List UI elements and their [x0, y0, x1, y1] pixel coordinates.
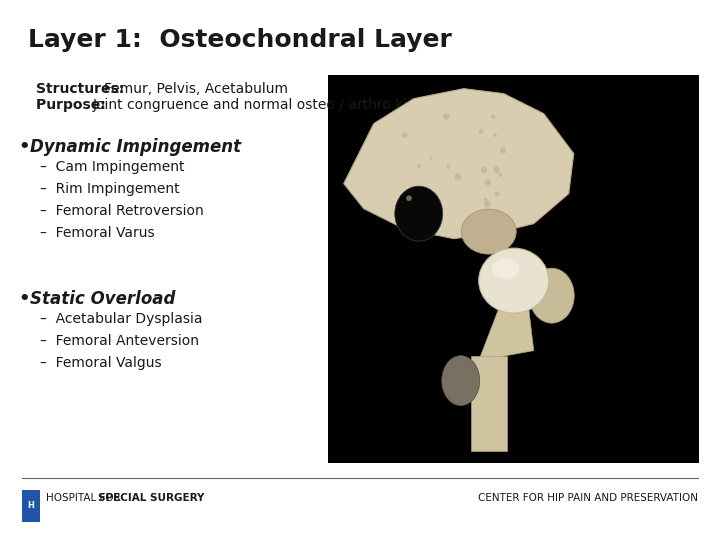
- Circle shape: [491, 114, 495, 119]
- Text: Joint congruence and normal osteo / arthro kinematics: Joint congruence and normal osteo / arth…: [93, 98, 472, 112]
- Circle shape: [418, 164, 421, 168]
- Ellipse shape: [529, 268, 575, 323]
- Ellipse shape: [479, 248, 549, 313]
- Text: SPECIAL SURGERY: SPECIAL SURGERY: [98, 493, 204, 503]
- Text: –  Femoral Retroversion: – Femoral Retroversion: [40, 204, 204, 218]
- Text: –  Femoral Anteversion: – Femoral Anteversion: [40, 334, 199, 348]
- Text: –  Femoral Varus: – Femoral Varus: [40, 226, 155, 240]
- Bar: [22, 490, 40, 522]
- Circle shape: [484, 198, 487, 201]
- Bar: [328, 75, 699, 463]
- Text: –  Acetabular Dysplasia: – Acetabular Dysplasia: [40, 312, 202, 326]
- Text: Dynamic Impingement: Dynamic Impingement: [30, 138, 241, 156]
- Polygon shape: [343, 89, 574, 239]
- Text: HOSPITAL FOR: HOSPITAL FOR: [46, 493, 124, 503]
- Circle shape: [406, 195, 412, 201]
- Circle shape: [485, 179, 491, 186]
- Circle shape: [493, 166, 500, 173]
- Text: Structures:: Structures:: [36, 82, 134, 96]
- Circle shape: [402, 132, 408, 138]
- Circle shape: [446, 165, 450, 168]
- Text: –  Cam Impingement: – Cam Impingement: [40, 160, 184, 174]
- Circle shape: [481, 167, 487, 173]
- Circle shape: [479, 129, 483, 134]
- Ellipse shape: [492, 259, 520, 279]
- Text: CENTER FOR HIP PAIN AND PRESERVATION: CENTER FOR HIP PAIN AND PRESERVATION: [478, 493, 698, 503]
- Circle shape: [498, 173, 503, 177]
- Bar: [471, 356, 507, 451]
- Circle shape: [495, 192, 500, 197]
- Text: Femur, Pelvis, Acetabulum: Femur, Pelvis, Acetabulum: [104, 82, 288, 96]
- Ellipse shape: [462, 209, 516, 254]
- Circle shape: [429, 157, 433, 160]
- Text: •: •: [18, 138, 30, 156]
- Circle shape: [500, 147, 506, 153]
- Text: Layer 1:  Osteochondral Layer: Layer 1: Osteochondral Layer: [28, 28, 452, 52]
- Text: –  Rim Impingement: – Rim Impingement: [40, 182, 179, 196]
- Circle shape: [454, 173, 461, 180]
- Text: H: H: [27, 502, 35, 510]
- Text: Static Overload: Static Overload: [30, 290, 176, 308]
- Polygon shape: [479, 309, 534, 361]
- Ellipse shape: [395, 186, 443, 241]
- Text: –  Femoral Valgus: – Femoral Valgus: [40, 356, 161, 370]
- Circle shape: [484, 201, 491, 208]
- Ellipse shape: [442, 356, 480, 406]
- Text: Purpose:: Purpose:: [36, 98, 115, 112]
- Text: •: •: [18, 290, 30, 308]
- Circle shape: [493, 133, 497, 137]
- Circle shape: [443, 113, 449, 120]
